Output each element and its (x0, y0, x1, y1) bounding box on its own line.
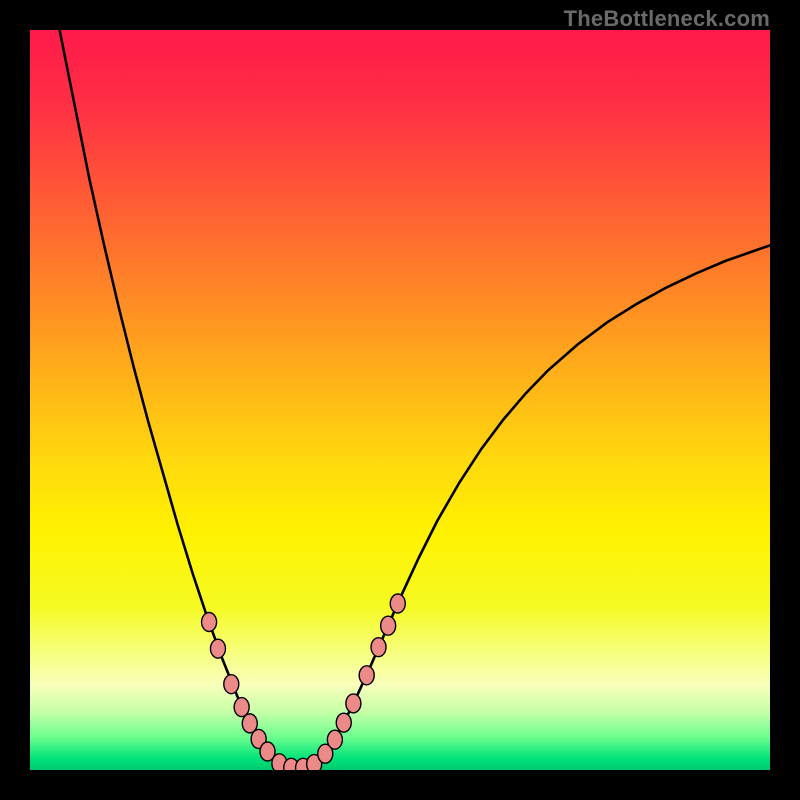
data-marker (327, 730, 342, 749)
data-marker (381, 616, 396, 635)
data-markers (202, 594, 406, 770)
data-marker (390, 594, 405, 613)
data-marker (359, 666, 374, 685)
data-marker (346, 694, 361, 713)
chart-frame: TheBottleneck.com (0, 0, 800, 800)
bottleneck-curve (60, 30, 770, 769)
data-marker (202, 613, 217, 632)
data-marker (336, 713, 351, 732)
data-marker (210, 639, 225, 658)
data-marker (371, 638, 386, 657)
data-marker (224, 675, 239, 694)
plot-area (30, 30, 770, 770)
watermark-text: TheBottleneck.com (564, 6, 770, 32)
bottleneck-curve-layer (30, 30, 770, 770)
data-marker (234, 698, 249, 717)
